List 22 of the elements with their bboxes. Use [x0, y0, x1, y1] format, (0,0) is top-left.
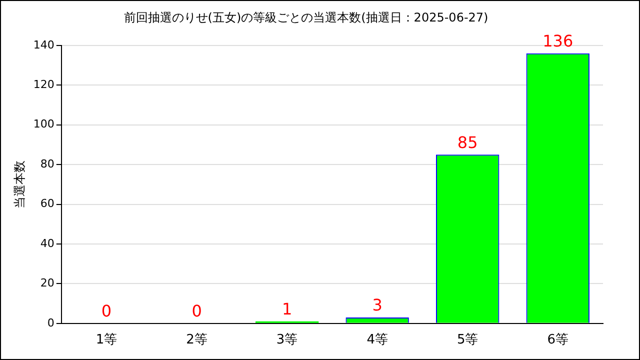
- y-tick-label: 0: [47, 316, 54, 330]
- data-label: 136: [542, 32, 574, 50]
- x-tick-label: 2等: [186, 332, 208, 348]
- y-tick-label: 40: [40, 236, 54, 250]
- y-tick-label: 20: [40, 276, 54, 290]
- y-tick-label: 100: [33, 118, 54, 131]
- x-tick-label: 4等: [366, 332, 388, 348]
- data-label: 0: [192, 302, 202, 321]
- x-tick-label: 5等: [456, 332, 478, 348]
- x-tick-label: 6等: [547, 332, 569, 348]
- data-label: 85: [457, 132, 478, 152]
- data-label: 3: [372, 296, 382, 315]
- chart-title: 前回抽選のりせ(五女)の等級ごとの当選本数(抽選日：2025-06-27): [124, 10, 488, 24]
- y-tick-label: 140: [33, 38, 54, 52]
- data-label: 0: [101, 302, 112, 321]
- y-axis-title: 当選本数: [12, 160, 26, 208]
- y-tick-label: 80: [40, 157, 54, 170]
- data-label: 1: [282, 300, 292, 319]
- x-tick-label: 1等: [96, 332, 118, 348]
- y-tick-label: 120: [33, 78, 54, 91]
- x-tick-label: 3等: [276, 332, 298, 348]
- y-tick-label: 60: [40, 197, 54, 210]
